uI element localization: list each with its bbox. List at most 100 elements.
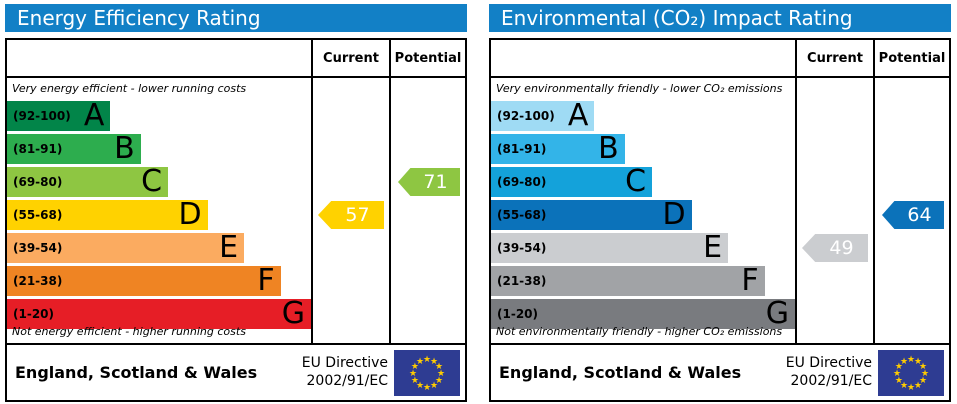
band-letter: A — [567, 98, 589, 133]
energy-efficiency-panel: Energy Efficiency Rating Current Potenti… — [5, 4, 467, 402]
band-range: (21-38) — [13, 274, 63, 288]
band-chart: Very environmentally friendly - lower CO… — [491, 78, 795, 343]
band-bar-b: (81-91) B — [7, 134, 141, 164]
svg-text:★: ★ — [914, 356, 922, 366]
band-row: (69-80) C — [491, 164, 795, 197]
svg-text:★: ★ — [919, 362, 927, 372]
svg-text:★: ★ — [411, 362, 419, 372]
header-spacer — [7, 40, 311, 76]
top-caption: Very energy efficient - lower running co… — [12, 82, 247, 95]
band-chart: Very energy efficient - lower running co… — [7, 78, 311, 343]
band-bar-f: (21-38) F — [491, 266, 765, 296]
svg-text:★: ★ — [919, 376, 927, 386]
table-header: Current Potential — [491, 40, 949, 78]
band-row: (55-68) D — [491, 197, 795, 230]
potential-column: 64 — [873, 78, 949, 343]
eu-directive-label: EU Directive 2002/91/EC — [301, 355, 388, 389]
band-range: (1-20) — [13, 307, 54, 321]
svg-text:★: ★ — [435, 376, 443, 386]
svg-text:★: ★ — [409, 369, 417, 379]
band-row: (21-38) F — [491, 263, 795, 296]
svg-text:★: ★ — [895, 362, 903, 372]
band-bar-g: (1-20) G — [491, 299, 795, 329]
band-letter: E — [219, 230, 239, 265]
band-letter: A — [83, 98, 105, 133]
svg-text:★: ★ — [907, 383, 915, 393]
svg-text:★: ★ — [893, 369, 901, 379]
rating-table: Current Potential Very environmentally f… — [489, 38, 951, 402]
eu-directive-label: EU Directive 2002/91/EC — [785, 355, 872, 389]
band-letter: F — [741, 263, 759, 298]
svg-text:★: ★ — [907, 355, 915, 365]
potential-value: 71 — [423, 171, 448, 193]
potential-column: 71 — [389, 78, 465, 343]
band-range: (69-80) — [497, 175, 547, 189]
band-range: (21-38) — [497, 274, 547, 288]
rating-table: Current Potential Very energy efficient … — [5, 38, 467, 402]
band-row: (1-20) G — [7, 296, 311, 329]
svg-text:★: ★ — [900, 356, 908, 366]
band-row: (69-80) C — [7, 164, 311, 197]
band-letter: C — [625, 164, 647, 199]
svg-text:★: ★ — [416, 381, 424, 391]
top-caption: Very environmentally friendly - lower CO… — [496, 82, 783, 95]
table-footer: England, Scotland & Wales EU Directive 2… — [491, 343, 949, 400]
svg-text:★: ★ — [416, 356, 424, 366]
band-row: (92-100) A — [7, 98, 311, 131]
eu-flag-icon: ★ ★ ★ ★ ★ ★ ★ ★ ★ ★ ★ ★ — [878, 349, 944, 396]
svg-text:★: ★ — [900, 381, 908, 391]
band-letter: D — [178, 197, 202, 232]
svg-text:★: ★ — [411, 376, 419, 386]
column-header-potential: Potential — [389, 40, 465, 76]
band-row: (55-68) D — [7, 197, 311, 230]
bottom-caption: Not energy efficient - higher running co… — [12, 325, 246, 338]
band-range: (55-68) — [497, 208, 547, 222]
band-letter: D — [662, 197, 686, 232]
bottom-caption: Not environmentally friendly - higher CO… — [496, 325, 783, 338]
svg-text:★: ★ — [423, 355, 431, 365]
panel-title: Environmental (CO₂) Impact Rating — [489, 4, 951, 32]
band-letter: B — [598, 131, 619, 166]
band-bar-d: (55-68) D — [491, 200, 692, 230]
current-column: 57 — [311, 78, 389, 343]
column-header-current: Current — [795, 40, 873, 76]
band-range: (81-91) — [497, 142, 547, 156]
band-bar-c: (69-80) C — [7, 167, 169, 197]
band-row: (1-20) G — [491, 296, 795, 329]
band-bar-a: (92-100) A — [7, 98, 111, 133]
environmental-co2-panel: Environmental (CO₂) Impact Rating Curren… — [489, 4, 951, 402]
band-range: (81-91) — [13, 142, 63, 156]
svg-text:★: ★ — [430, 381, 438, 391]
svg-text:★: ★ — [437, 369, 445, 379]
band-row: (39-54) E — [491, 230, 795, 263]
band-letter: F — [257, 263, 275, 298]
svg-text:★: ★ — [423, 383, 431, 393]
band-letter: E — [703, 230, 723, 265]
current-arrow: 57 — [318, 201, 384, 229]
band-range: (92-100) — [13, 109, 71, 123]
potential-arrow: 64 — [882, 201, 944, 229]
column-header-potential: Potential — [873, 40, 949, 76]
band-bar-g: (1-20) G — [7, 299, 311, 329]
band-bar-e: (39-54) E — [491, 230, 729, 265]
current-column: 49 — [795, 78, 873, 343]
potential-value: 64 — [907, 204, 932, 226]
band-range: (69-80) — [13, 175, 63, 189]
table-body: Very energy efficient - lower running co… — [7, 78, 465, 343]
eu-flag-icon: ★ ★ ★ ★ ★ ★ ★ ★ ★ ★ ★ ★ — [394, 349, 460, 396]
svg-text:★: ★ — [914, 381, 922, 391]
svg-text:★: ★ — [921, 369, 929, 379]
band-range: (39-54) — [13, 241, 63, 255]
band-row: (92-100) A — [491, 98, 795, 131]
table-body: Very environmentally friendly - lower CO… — [491, 78, 949, 343]
band-range: (55-68) — [13, 208, 63, 222]
band-range: (1-20) — [497, 307, 538, 321]
header-spacer — [491, 40, 795, 76]
band-range: (39-54) — [497, 241, 547, 255]
region-label: England, Scotland & Wales — [15, 363, 258, 382]
column-header-current: Current — [311, 40, 389, 76]
svg-text:★: ★ — [430, 356, 438, 366]
band-row: (39-54) E — [7, 230, 311, 263]
band-bar-f: (21-38) F — [7, 266, 281, 296]
